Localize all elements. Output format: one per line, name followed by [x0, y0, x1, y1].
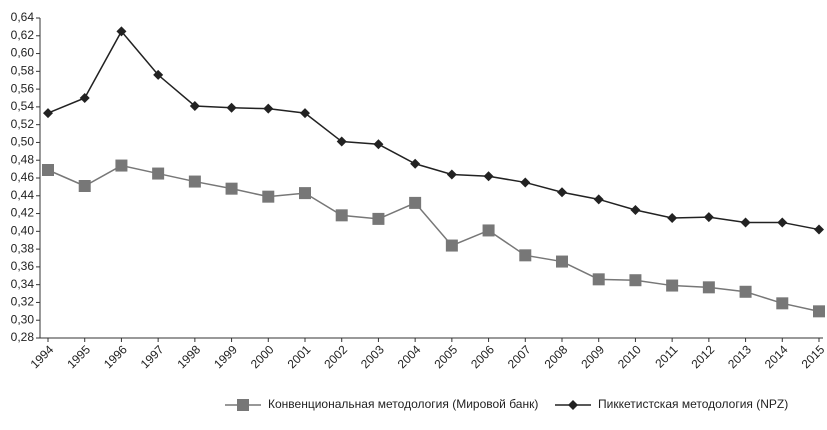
data-point	[225, 182, 238, 195]
legend-marker	[237, 399, 249, 411]
x-tick-label: 1998	[174, 342, 203, 371]
data-point	[115, 159, 128, 172]
x-tick-label: 2009	[578, 342, 607, 371]
data-point	[592, 273, 605, 286]
y-tick-label: 0,28	[11, 330, 35, 344]
x-tick-label: 2004	[395, 342, 424, 371]
data-point	[813, 305, 825, 318]
y-tick-label: 0,64	[11, 10, 35, 24]
data-point	[153, 69, 164, 80]
data-point	[299, 187, 311, 200]
data-point	[446, 169, 457, 180]
x-tick-label: 1994	[28, 342, 57, 371]
legend-marker	[568, 400, 578, 410]
y-tick-label: 0,44	[11, 188, 35, 202]
data-point	[739, 285, 752, 298]
x-tick-label: 2000	[248, 342, 277, 371]
data-point	[593, 194, 604, 205]
y-tick-label: 0,30	[11, 312, 35, 326]
data-point	[409, 196, 422, 209]
data-point	[78, 180, 91, 192]
series-line	[47, 30, 820, 231]
data-point	[814, 224, 824, 235]
legend-label: Конвенциональная методология (Мировой ба…	[268, 397, 538, 411]
data-point	[482, 224, 495, 237]
data-point	[152, 167, 165, 180]
y-tick-label: 0,32	[11, 295, 35, 309]
x-tick-label: 2011	[652, 342, 680, 370]
y-tick-label: 0,48	[11, 152, 35, 166]
x-tick-label: 2002	[321, 342, 350, 371]
data-point	[557, 187, 567, 198]
x-tick-label: 2014	[762, 342, 791, 371]
x-tick-label: 2007	[505, 342, 534, 371]
y-tick-label: 0,60	[11, 46, 35, 60]
y-tick-label: 0,52	[11, 117, 35, 131]
x-tick-label: 2003	[358, 342, 387, 371]
x-tick-label: 2006	[468, 342, 497, 371]
y-tick-label: 0,38	[11, 241, 35, 255]
data-point	[740, 217, 751, 228]
x-tick-label: 2008	[542, 342, 571, 371]
y-tick-label: 0,50	[11, 135, 35, 149]
data-point	[556, 255, 568, 268]
data-point	[42, 164, 54, 176]
x-tick-label: 2015	[799, 342, 827, 371]
data-point	[776, 297, 789, 310]
x-tick-label: 1997	[138, 342, 167, 371]
y-tick-label: 0,40	[11, 224, 35, 238]
data-point	[667, 213, 678, 223]
x-tick-label: 2013	[725, 342, 754, 371]
x-tick-label: 2005	[431, 342, 460, 371]
data-point	[703, 212, 714, 223]
data-point	[336, 136, 347, 147]
data-point	[300, 108, 310, 119]
x-tick-label: 2001	[285, 342, 314, 371]
data-point	[262, 190, 275, 203]
y-tick-label: 0,46	[11, 170, 35, 184]
data-point	[116, 26, 127, 37]
x-tick-label: 2010	[615, 342, 644, 371]
data-point	[335, 209, 348, 222]
data-point	[263, 103, 274, 114]
data-point	[188, 175, 201, 188]
y-tick-label: 0,36	[11, 259, 35, 273]
data-point	[702, 281, 715, 294]
legend-label: Пиккетистская методология (NPZ)	[598, 397, 788, 411]
y-tick-label: 0,54	[11, 99, 35, 113]
data-point	[445, 239, 458, 252]
y-tick-label: 0,62	[11, 28, 35, 42]
y-tick-label: 0,42	[11, 206, 35, 220]
data-point	[189, 101, 200, 111]
data-point	[410, 158, 421, 169]
x-tick-label: 1995	[64, 342, 93, 371]
y-tick-label: 0,56	[11, 81, 35, 95]
x-tick-label: 1999	[211, 342, 240, 371]
data-point	[43, 108, 53, 119]
y-tick-label: 0,58	[11, 64, 35, 78]
data-point	[226, 102, 237, 113]
data-point	[666, 279, 679, 292]
data-point	[373, 139, 384, 150]
data-point	[79, 93, 90, 103]
data-point	[777, 217, 788, 228]
y-tick-label: 0,34	[11, 277, 35, 291]
data-point	[630, 205, 641, 215]
x-tick-label: 2012	[688, 342, 717, 371]
data-point	[519, 249, 532, 262]
data-point	[520, 177, 531, 188]
data-point	[483, 171, 494, 182]
data-point	[629, 274, 642, 287]
series-line	[47, 164, 820, 313]
data-point	[372, 212, 385, 225]
x-tick-label: 1996	[101, 342, 130, 371]
